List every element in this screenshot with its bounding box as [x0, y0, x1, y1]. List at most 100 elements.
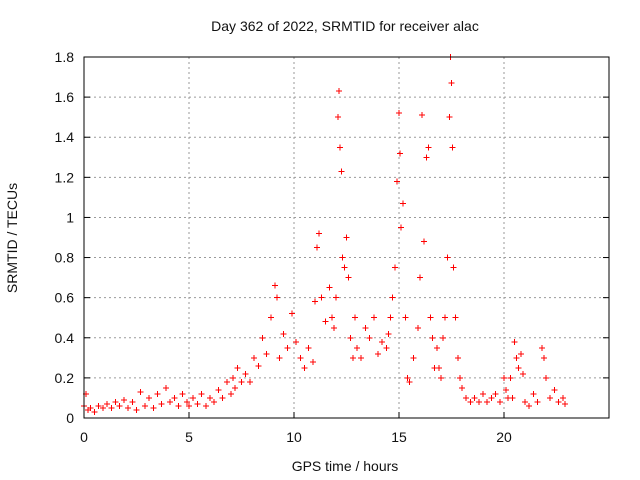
data-point: [440, 334, 447, 341]
data-point: [379, 338, 386, 345]
data-point: [484, 398, 491, 405]
data-point: [91, 408, 98, 415]
data-point: [423, 154, 430, 161]
y-tick-label: 1.4: [55, 129, 75, 145]
data-point: [108, 404, 115, 411]
data-point: [398, 224, 405, 231]
data-point: [345, 274, 352, 281]
data-point: [417, 274, 423, 281]
data-point: [410, 354, 417, 361]
data-point: [150, 404, 157, 411]
data-point: [427, 314, 434, 321]
data-point: [133, 406, 140, 413]
data-point: [547, 394, 554, 401]
data-point: [246, 378, 253, 385]
data-point: [551, 386, 558, 393]
data-point: [366, 334, 373, 341]
x-tick-label: 10: [286, 429, 302, 445]
data-point: [232, 384, 239, 391]
y-tick-label: 0.6: [55, 290, 75, 306]
data-point: [183, 398, 190, 405]
data-point: [343, 234, 350, 241]
data-point: [280, 330, 287, 337]
data-point: [452, 314, 459, 321]
data-points: [81, 54, 568, 415]
data-point: [387, 314, 394, 321]
data-point: [397, 150, 404, 157]
data-point: [211, 398, 218, 405]
data-point: [154, 390, 161, 397]
data-point: [328, 314, 335, 321]
data-point: [186, 402, 192, 409]
data-point: [116, 402, 123, 409]
data-point: [446, 114, 453, 121]
data-point: [316, 230, 323, 237]
data-point: [259, 334, 266, 341]
data-point: [198, 390, 205, 397]
data-point: [454, 354, 461, 361]
data-point: [207, 394, 213, 401]
y-tick-label: 0.4: [55, 330, 75, 346]
axis-ticks: 0 5 10 15 20 0 0.2 0.4 0.6 0.8 1 1.2 1.4 1.6 1.8: [55, 49, 609, 445]
data-point: [475, 398, 482, 405]
data-point: [391, 264, 398, 271]
data-point: [507, 374, 514, 381]
data-point: [326, 284, 333, 291]
data-point: [129, 398, 136, 405]
y-tick-label: 1: [66, 209, 74, 225]
data-point: [358, 354, 365, 361]
data-point: [99, 404, 106, 411]
data-point: [104, 400, 111, 407]
data-point: [190, 394, 197, 401]
data-point: [404, 374, 411, 381]
data-point: [333, 294, 339, 301]
data-point: [141, 402, 148, 409]
data-point: [330, 324, 337, 331]
data-point: [167, 398, 174, 405]
data-point: [400, 200, 407, 207]
data-point: [538, 344, 545, 351]
data-point: [112, 398, 119, 405]
data-point: [125, 404, 132, 411]
data-point: [305, 344, 312, 351]
data-point: [471, 394, 478, 401]
data-point: [501, 374, 507, 381]
data-point: [297, 354, 304, 361]
data-point: [425, 144, 432, 151]
data-point: [322, 318, 329, 325]
y-tick-label: 1.2: [55, 169, 75, 185]
data-point: [375, 350, 381, 357]
data-point: [515, 364, 522, 371]
data-point: [555, 398, 562, 405]
data-point: [309, 358, 316, 365]
y-tick-label: 0.8: [55, 250, 75, 266]
data-point: [522, 398, 528, 405]
data-point: [517, 350, 524, 357]
data-point: [242, 370, 249, 377]
data-point: [179, 390, 186, 397]
data-point: [414, 324, 421, 331]
data-point: [526, 402, 533, 409]
data-point: [293, 338, 300, 345]
data-point: [347, 334, 354, 341]
data-point: [444, 254, 451, 261]
data-point: [519, 370, 526, 377]
y-axis-label: SRMTID / TECUs: [4, 183, 20, 293]
data-point: [385, 330, 392, 337]
data-point: [459, 384, 465, 391]
x-tick-label: 5: [185, 429, 193, 445]
data-point: [419, 112, 426, 119]
data-point: [272, 282, 279, 289]
data-point: [488, 394, 495, 401]
data-point: [202, 402, 209, 409]
data-point: [267, 314, 274, 321]
data-point: [530, 390, 537, 397]
data-point: [238, 378, 245, 385]
data-point: [402, 314, 409, 321]
data-point: [219, 394, 226, 401]
data-point: [370, 314, 377, 321]
chart-title: Day 362 of 2022, SRMTID for receiver ala…: [211, 18, 479, 34]
y-tick-label: 0: [66, 410, 74, 426]
data-point: [158, 400, 165, 407]
data-point: [318, 294, 325, 301]
